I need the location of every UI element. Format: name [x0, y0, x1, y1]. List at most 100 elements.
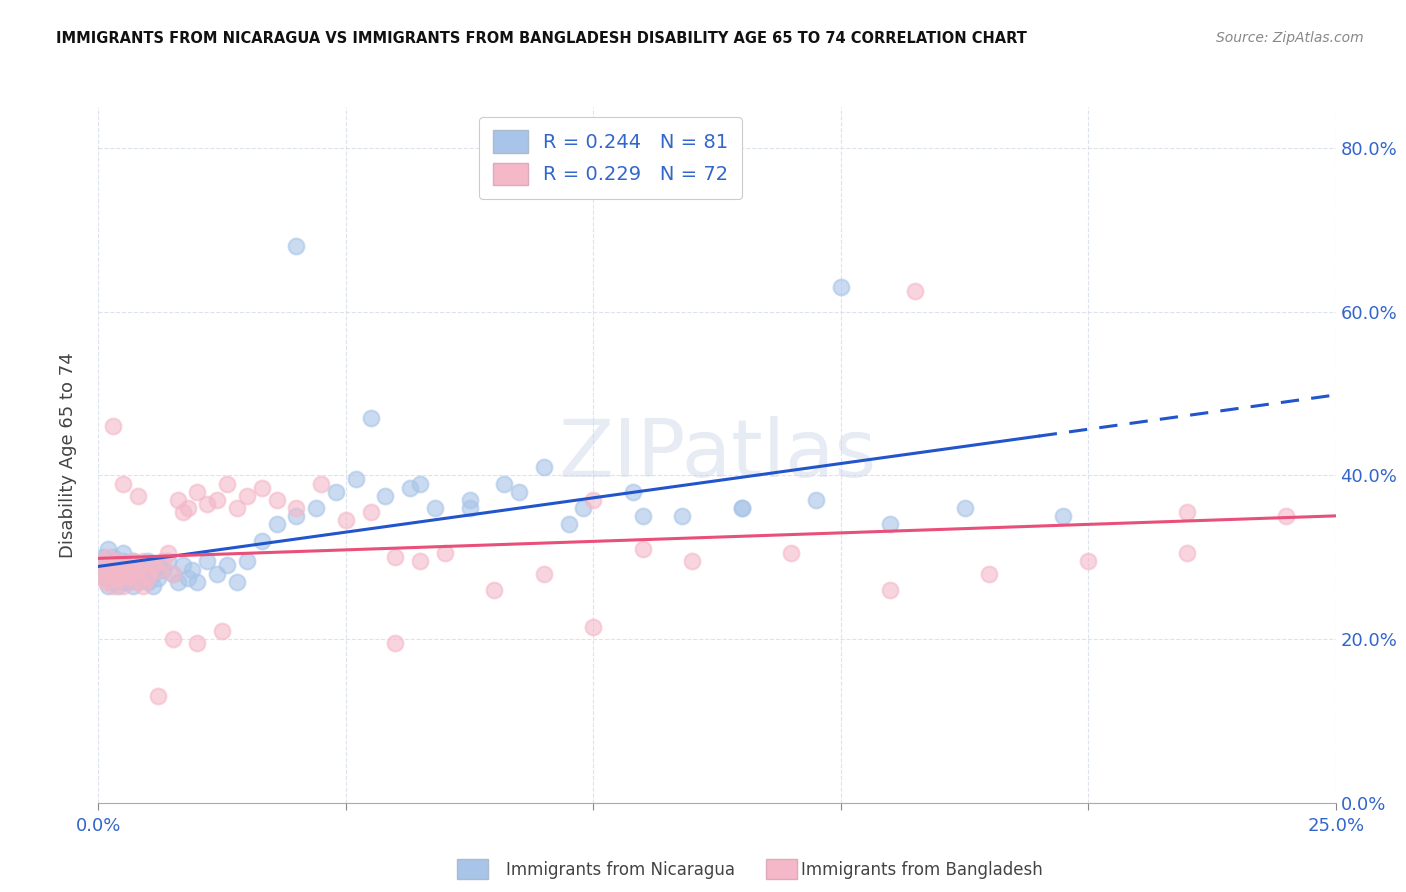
Point: [285, 509, 308, 524]
Point: [90, 562, 112, 576]
Point: [458, 492, 481, 507]
Point: [146, 690, 169, 704]
Point: [97, 562, 120, 576]
Point: [186, 574, 208, 589]
Point: [557, 517, 579, 532]
Point: [93, 571, 115, 585]
Point: [93, 562, 115, 576]
Point: [484, 582, 506, 597]
Point: [176, 571, 198, 585]
Point: [217, 558, 239, 573]
Point: [731, 501, 754, 516]
Point: [205, 566, 228, 581]
Point: [409, 476, 432, 491]
Point: [142, 566, 165, 581]
Point: [112, 579, 135, 593]
Point: [494, 476, 516, 491]
Point: [433, 546, 456, 560]
Text: Source: ZipAtlas.com: Source: ZipAtlas.com: [1216, 31, 1364, 45]
Point: [122, 566, 145, 581]
Point: [384, 550, 406, 565]
Point: [582, 620, 605, 634]
Point: [266, 492, 288, 507]
Point: [100, 566, 122, 581]
Point: [176, 501, 198, 516]
Point: [112, 566, 135, 581]
Point: [90, 554, 112, 568]
Point: [156, 546, 179, 560]
Point: [309, 476, 332, 491]
Point: [122, 554, 145, 568]
Point: [458, 501, 481, 516]
Point: [285, 501, 308, 516]
Point: [112, 566, 135, 581]
Point: [103, 571, 125, 585]
Point: [631, 542, 654, 557]
Point: [582, 492, 605, 507]
Point: [266, 517, 288, 532]
Point: [107, 571, 129, 585]
Point: [112, 558, 135, 573]
Point: [112, 562, 135, 576]
Point: [93, 554, 115, 568]
Point: [953, 501, 976, 516]
Point: [117, 571, 139, 585]
Point: [122, 554, 145, 568]
Point: [211, 624, 233, 638]
Point: [127, 558, 149, 573]
Point: [195, 497, 218, 511]
Point: [103, 419, 125, 434]
Point: [879, 582, 901, 597]
Point: [132, 571, 155, 585]
Point: [1275, 509, 1298, 524]
Point: [122, 579, 145, 593]
Point: [97, 542, 120, 557]
Point: [205, 492, 228, 507]
Point: [104, 571, 127, 585]
Point: [360, 505, 382, 519]
Point: [103, 554, 125, 568]
Point: [146, 558, 169, 573]
Point: [409, 554, 432, 568]
Point: [325, 484, 347, 499]
Point: [117, 562, 139, 576]
Point: [94, 574, 117, 589]
Point: [127, 562, 149, 576]
Point: [172, 558, 194, 573]
Point: [136, 571, 159, 585]
Point: [181, 562, 204, 576]
Point: [226, 501, 249, 516]
Point: [107, 554, 129, 568]
Point: [285, 239, 308, 253]
Point: [132, 562, 155, 576]
Point: [112, 546, 135, 560]
Point: [979, 566, 1001, 581]
Point: [112, 554, 135, 568]
Point: [780, 546, 803, 560]
Point: [132, 554, 155, 568]
Point: [1175, 546, 1198, 560]
Point: [97, 550, 120, 565]
Point: [127, 566, 149, 581]
Point: [117, 558, 139, 573]
Point: [112, 476, 135, 491]
Point: [146, 571, 169, 585]
Point: [1077, 554, 1099, 568]
Point: [305, 501, 328, 516]
Point: [136, 574, 159, 589]
Point: [360, 411, 382, 425]
Point: [631, 509, 654, 524]
Point: [250, 533, 273, 548]
Point: [136, 554, 159, 568]
Point: [100, 566, 122, 581]
Point: [112, 574, 135, 589]
Point: [103, 562, 125, 576]
Point: [166, 492, 188, 507]
Point: [236, 554, 259, 568]
Point: [107, 566, 129, 581]
Point: [681, 554, 703, 568]
Point: [217, 476, 239, 491]
Text: IMMIGRANTS FROM NICARAGUA VS IMMIGRANTS FROM BANGLADESH DISABILITY AGE 65 TO 74 : IMMIGRANTS FROM NICARAGUA VS IMMIGRANTS …: [56, 31, 1028, 46]
Point: [572, 501, 595, 516]
Point: [127, 574, 149, 589]
